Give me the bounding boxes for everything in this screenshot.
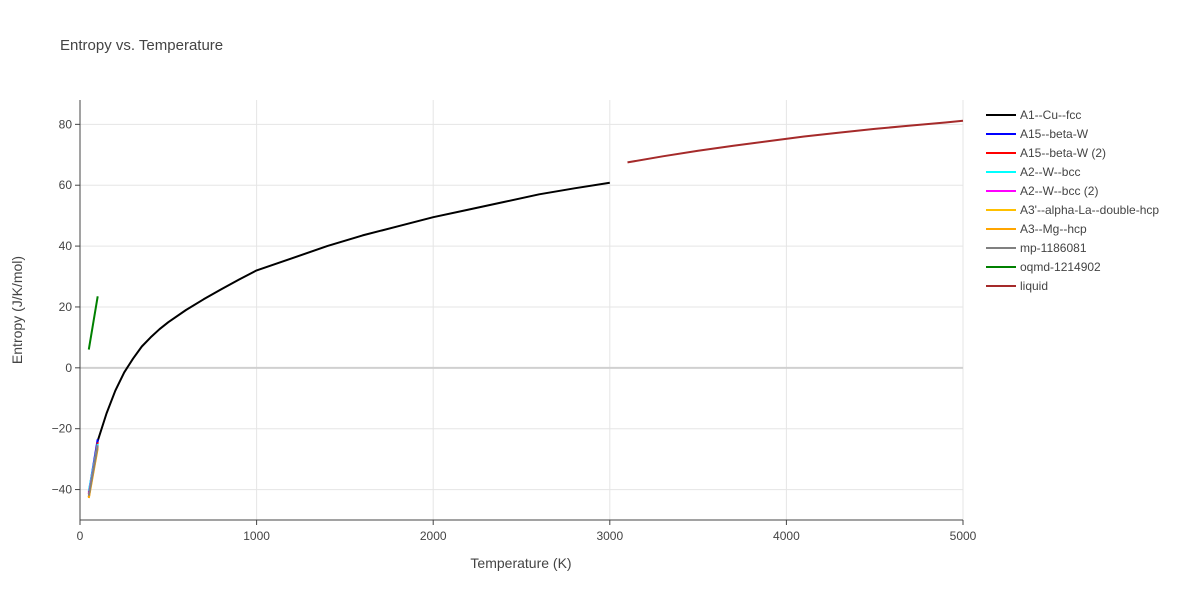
legend[interactable]: A1--Cu--fcc A15--beta-W A15--beta-W (2) A2-… [986, 108, 1159, 293]
y-tick-label: 0 [65, 361, 72, 375]
legend-item-a15-beta-w-2[interactable]: A15--beta-W (2) [986, 146, 1106, 160]
x-tick-label: 1000 [243, 529, 270, 543]
x-tick-labels: 0 1000 2000 3000 4000 5000 [77, 529, 977, 543]
legend-label: mp-1186081 [1020, 241, 1087, 255]
x-axis-label: Temperature (K) [470, 555, 571, 571]
legend-label: A2--W--bcc (2) [1020, 184, 1098, 198]
y-tick-label: −40 [52, 483, 73, 497]
legend-label: A1--Cu--fcc [1020, 108, 1081, 122]
chart-title: Entropy vs. Temperature [60, 37, 223, 54]
y-tick-label: 20 [59, 300, 73, 314]
y-tick-label: 60 [59, 178, 73, 192]
axes [75, 100, 964, 525]
x-tick-label: 2000 [420, 529, 447, 543]
legend-item-oqmd-1214902[interactable]: oqmd-1214902 [986, 260, 1101, 274]
x-tick-label: 5000 [950, 529, 977, 543]
y-tick-label: 80 [59, 117, 73, 131]
y-tick-labels: −40 −20 0 20 40 60 80 [52, 117, 73, 496]
legend-item-a3-mg-hcp[interactable]: A3--Mg--hcp [986, 222, 1087, 236]
series-line-mp-1186081 [87, 445, 99, 496]
series-line-oqmd-1214902 [87, 296, 99, 350]
legend-label: oqmd-1214902 [1020, 260, 1101, 274]
y-tick-label: 40 [59, 239, 73, 253]
legend-label: liquid [1020, 279, 1048, 293]
legend-label: A3'--alpha-La--double-hcp [1020, 203, 1159, 217]
legend-label: A3--Mg--hcp [1020, 222, 1087, 236]
legend-item-a2-w-bcc[interactable]: A2--W--bcc [986, 165, 1080, 179]
series-line-liquid [627, 119, 964, 164]
grid-lines [80, 100, 964, 520]
y-axis-label: Entropy (J/K/mol) [9, 256, 25, 364]
series-line-a1-cu-fcc [87, 181, 610, 498]
legend-item-mp-1186081[interactable]: mp-1186081 [986, 241, 1087, 255]
legend-item-a1-cu-fcc[interactable]: A1--Cu--fcc [986, 108, 1081, 122]
legend-item-liquid[interactable]: liquid [986, 279, 1048, 293]
y-tick-label: −20 [52, 422, 73, 436]
legend-label: A15--beta-W [1020, 127, 1089, 141]
legend-label: A2--W--bcc [1020, 165, 1080, 179]
legend-label: A15--beta-W (2) [1020, 146, 1106, 160]
x-tick-label: 4000 [773, 529, 800, 543]
legend-item-a3-alpha-la-double-hcp[interactable]: A3'--alpha-La--double-hcp [986, 203, 1159, 217]
series-layer [87, 119, 964, 499]
x-tick-label: 3000 [596, 529, 623, 543]
legend-item-a15-beta-w[interactable]: A15--beta-W [986, 127, 1089, 141]
legend-item-a2-w-bcc-2[interactable]: A2--W--bcc (2) [986, 184, 1098, 198]
x-tick-label: 0 [77, 529, 84, 543]
